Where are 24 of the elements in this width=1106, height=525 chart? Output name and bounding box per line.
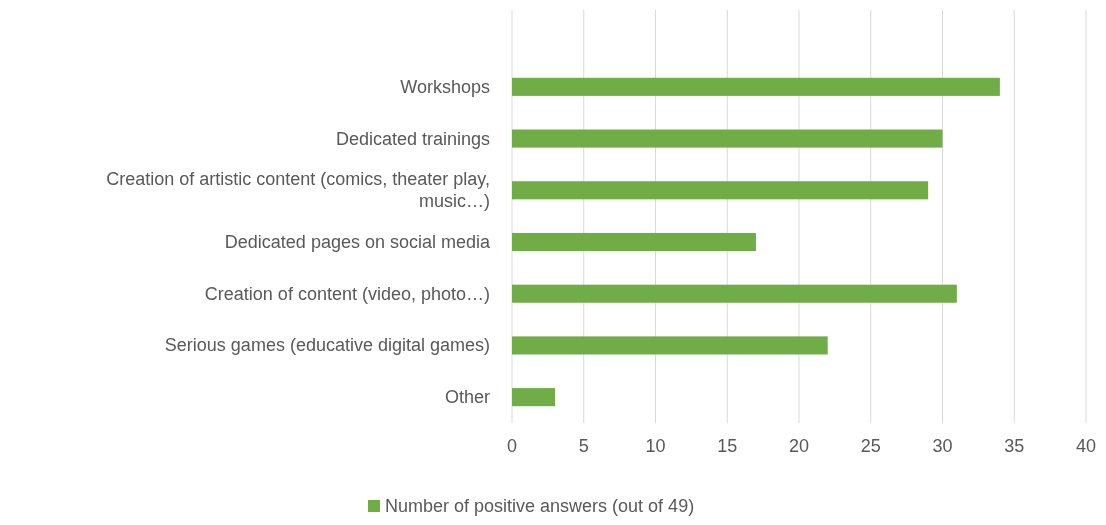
x-tick-label: 35	[1004, 436, 1025, 456]
y-tick-label: Creation of content (video, photo…)	[204, 283, 490, 304]
bar	[512, 284, 957, 303]
x-tick-label: 20	[788, 436, 810, 456]
y-tick-label: Dedicated pages on social media	[224, 232, 491, 252]
x-tick-label: 40	[1075, 436, 1097, 456]
y-tick-label: Other	[444, 387, 490, 408]
bar	[512, 388, 556, 407]
bar	[512, 336, 828, 355]
x-tick-label: 10	[645, 436, 666, 456]
bar	[512, 129, 943, 148]
bar	[512, 232, 756, 252]
y-tick-label: Creation of artistic content (comics, theater play, music…)	[106, 169, 490, 212]
x-tick-label: 5	[578, 436, 589, 456]
x-tick-label: 30	[932, 436, 953, 456]
y-tick-label: Serious games (educative digital games)	[164, 335, 490, 356]
bar	[512, 77, 1000, 96]
y-tick-label: Dedicated trainings	[335, 128, 490, 149]
x-tick-label: 15	[717, 436, 738, 456]
y-tick-label: Workshops	[400, 76, 490, 97]
x-tick-label: 0	[506, 436, 518, 456]
bar	[512, 181, 929, 200]
x-tick-label: 25	[860, 436, 881, 456]
legend-label: Number of positive answers (out of 49)	[385, 496, 695, 516]
